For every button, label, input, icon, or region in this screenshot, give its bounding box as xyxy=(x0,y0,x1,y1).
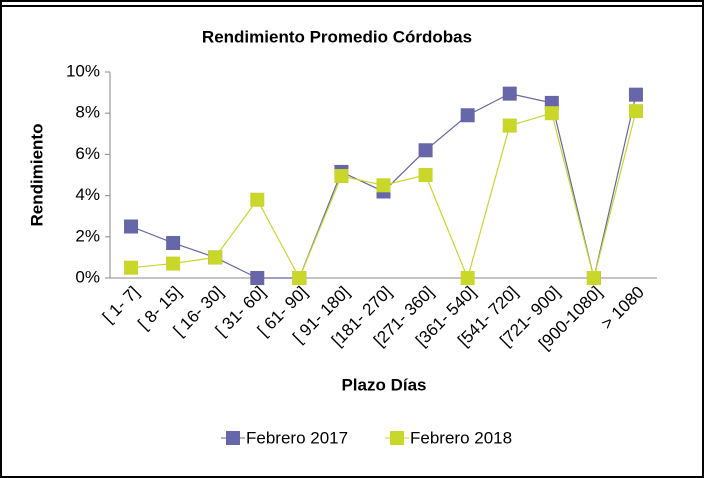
y-tick-label: 4% xyxy=(75,185,100,204)
marker xyxy=(502,118,517,133)
legend-swatch xyxy=(226,431,240,445)
marker xyxy=(166,256,181,271)
y-tick-label: 8% xyxy=(75,103,100,122)
marker xyxy=(376,178,391,193)
y-tick-label: 2% xyxy=(75,226,100,245)
marker xyxy=(292,271,307,285)
marker xyxy=(460,108,475,123)
y-tick-label: 10% xyxy=(66,61,100,80)
marker xyxy=(418,143,433,158)
x-axis-title: Plazo Días xyxy=(341,375,426,394)
marker xyxy=(628,104,643,119)
marker xyxy=(334,169,349,184)
marker xyxy=(166,235,181,250)
y-tick-label: 6% xyxy=(75,144,100,163)
marker xyxy=(628,87,643,102)
marker xyxy=(208,250,223,265)
y-tick-label: 0% xyxy=(75,267,100,286)
marker xyxy=(586,271,601,285)
chart-title: Rendimiento Promedio Córdobas xyxy=(202,27,472,46)
y-axis-title: Rendimiento xyxy=(27,124,46,227)
marker xyxy=(460,271,475,285)
legend-label: Febrero 2017 xyxy=(246,428,348,447)
marker xyxy=(502,86,517,101)
marker xyxy=(544,106,559,121)
marker xyxy=(250,271,265,285)
marker xyxy=(250,192,265,207)
legend-swatch xyxy=(390,431,404,445)
marker xyxy=(124,219,139,234)
marker xyxy=(124,260,139,275)
marker xyxy=(418,168,433,182)
legend-label: Febrero 2018 xyxy=(410,428,512,447)
